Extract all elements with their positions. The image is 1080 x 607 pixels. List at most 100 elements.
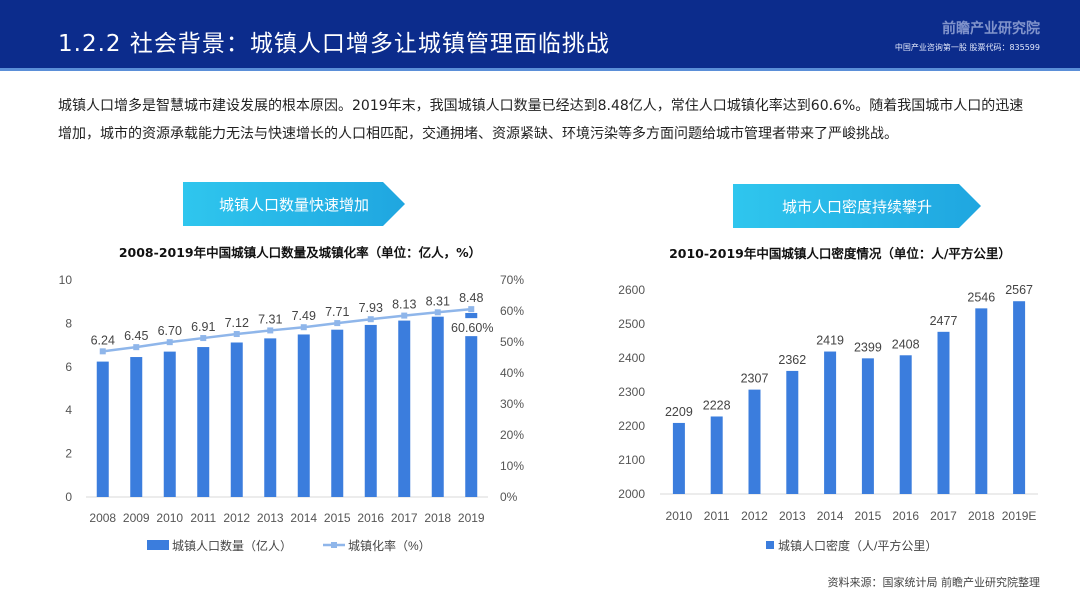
bar xyxy=(861,358,874,494)
bar-value-label: 2567 xyxy=(1005,283,1033,297)
bar-value-label: 2477 xyxy=(930,314,958,328)
bar xyxy=(937,331,950,494)
y-tick-label: 0 xyxy=(65,490,72,504)
y-tick-label: 2600 xyxy=(618,283,645,297)
legend-bar-swatch xyxy=(147,540,169,550)
y-tick-label: 2300 xyxy=(618,385,645,399)
x-tick-label: 2017 xyxy=(391,511,418,525)
bar xyxy=(672,422,685,494)
bar xyxy=(975,308,988,494)
x-tick-label: 2015 xyxy=(324,511,351,525)
bar-value-label: 6.91 xyxy=(191,320,215,334)
y-tick-label: 2 xyxy=(65,447,72,461)
y2-tick-label: 30% xyxy=(500,397,524,411)
x-tick-label: 2016 xyxy=(892,509,919,523)
bar-value-label: 8.48 xyxy=(459,291,483,305)
rate-point xyxy=(401,312,408,319)
bar xyxy=(230,342,243,497)
x-tick-label: 2019E xyxy=(1002,509,1037,523)
y-tick-label: 2000 xyxy=(618,487,645,501)
rate-point xyxy=(334,320,341,327)
bar xyxy=(163,351,176,497)
x-tick-label: 2014 xyxy=(817,509,844,523)
bar xyxy=(130,357,143,497)
legend-line-label: 城镇化率（%） xyxy=(348,538,431,553)
bar-value-label: 2228 xyxy=(703,398,731,412)
y2-tick-label: 50% xyxy=(500,335,524,349)
bar-value-label: 2419 xyxy=(816,334,844,348)
chart-title-right: 2010-2019年中国城镇人口密度情况（单位：人/平方公里） xyxy=(669,246,1011,261)
bar-value-label: 7.93 xyxy=(359,301,383,315)
logo-subtitle: 中国产业咨询第一股 股票代码：835599 xyxy=(894,43,1040,52)
rate-point xyxy=(200,335,207,342)
x-tick-label: 2018 xyxy=(424,511,451,525)
x-tick-label: 2008 xyxy=(89,511,116,525)
rate-point xyxy=(133,344,140,351)
bar-value-label: 2209 xyxy=(665,405,693,419)
bar xyxy=(899,355,912,494)
rate-point xyxy=(233,331,240,338)
bar xyxy=(710,416,723,494)
bar-value-label: 2546 xyxy=(967,290,995,304)
x-tick-label: 2010 xyxy=(666,509,693,523)
bar xyxy=(824,351,837,494)
x-tick-label: 2010 xyxy=(156,511,183,525)
header-bar: 1.2.2 社会背景：城镇人口增多让城镇管理面临挑战 前瞻产业研究院 中国产业咨… xyxy=(0,0,1080,71)
bar-value-label: 2362 xyxy=(778,353,806,367)
bar xyxy=(1013,301,1026,494)
y-tick-label: 2500 xyxy=(618,317,645,331)
y2-tick-label: 10% xyxy=(500,459,524,473)
bar xyxy=(398,320,411,497)
intro-paragraph: 城镇人口增多是智慧城市建设发展的根本原因。2019年末，我国城镇人口数量已经达到… xyxy=(58,98,1024,142)
bar xyxy=(96,361,109,497)
bar-value-label: 7.49 xyxy=(292,309,316,323)
y2-tick-label: 0% xyxy=(500,490,518,504)
y2-tick-label: 20% xyxy=(500,428,524,442)
banner-right: 城市人口密度持续攀升 xyxy=(733,184,981,228)
bar xyxy=(748,389,761,494)
bar-value-label: 2399 xyxy=(854,340,882,354)
y-tick-label: 8 xyxy=(65,316,72,330)
rate-point xyxy=(267,327,274,334)
source-note: 资料来源：国家统计局 前瞻产业研究院整理 xyxy=(827,576,1041,589)
rate-label-bg xyxy=(447,318,498,337)
x-tick-label: 2011 xyxy=(704,509,730,523)
legend-swatch xyxy=(766,541,774,549)
bar-value-label: 7.71 xyxy=(325,305,349,319)
rate-point xyxy=(434,309,441,316)
legend-line-marker xyxy=(331,542,337,548)
y-tick-label: 2400 xyxy=(618,351,645,365)
chart-title-left: 2008-2019年中国城镇人口数量及城镇化率（单位：亿人，%） xyxy=(118,245,482,260)
bar xyxy=(786,370,799,494)
bar-value-label: 7.12 xyxy=(225,316,249,330)
y-tick-label: 2200 xyxy=(618,419,645,433)
x-tick-label: 2015 xyxy=(855,509,882,523)
rate-point xyxy=(468,306,475,313)
bar-value-label: 6.70 xyxy=(158,324,182,338)
y-tick-label: 6 xyxy=(65,360,72,374)
y2-tick-label: 60% xyxy=(500,304,524,318)
legend-label: 城镇人口密度（人/平方公里） xyxy=(778,538,937,553)
rate-point xyxy=(99,348,106,355)
bar-value-label: 6.45 xyxy=(124,329,148,343)
rate-value-label: 60.60% xyxy=(451,321,493,335)
rate-point xyxy=(166,339,173,346)
x-tick-label: 2018 xyxy=(968,509,995,523)
y-tick-label: 2100 xyxy=(618,453,645,467)
bar xyxy=(465,312,478,497)
x-tick-label: 2012 xyxy=(741,509,768,523)
legend-bar-label: 城镇人口数量（亿人） xyxy=(172,538,292,553)
banner-left: 城镇人口数量快速增加 xyxy=(183,182,405,226)
bar-value-label: 7.31 xyxy=(258,312,282,326)
bar xyxy=(297,334,310,497)
page-title: 1.2.2 社会背景：城镇人口增多让城镇管理面临挑战 xyxy=(58,31,610,57)
y-tick-label: 10 xyxy=(59,273,73,287)
x-tick-label: 2016 xyxy=(357,511,384,525)
x-tick-label: 2014 xyxy=(290,511,317,525)
bar xyxy=(431,316,444,497)
bar xyxy=(264,338,277,497)
y2-tick-label: 40% xyxy=(500,366,524,380)
bar xyxy=(331,329,344,497)
bar xyxy=(197,347,210,497)
